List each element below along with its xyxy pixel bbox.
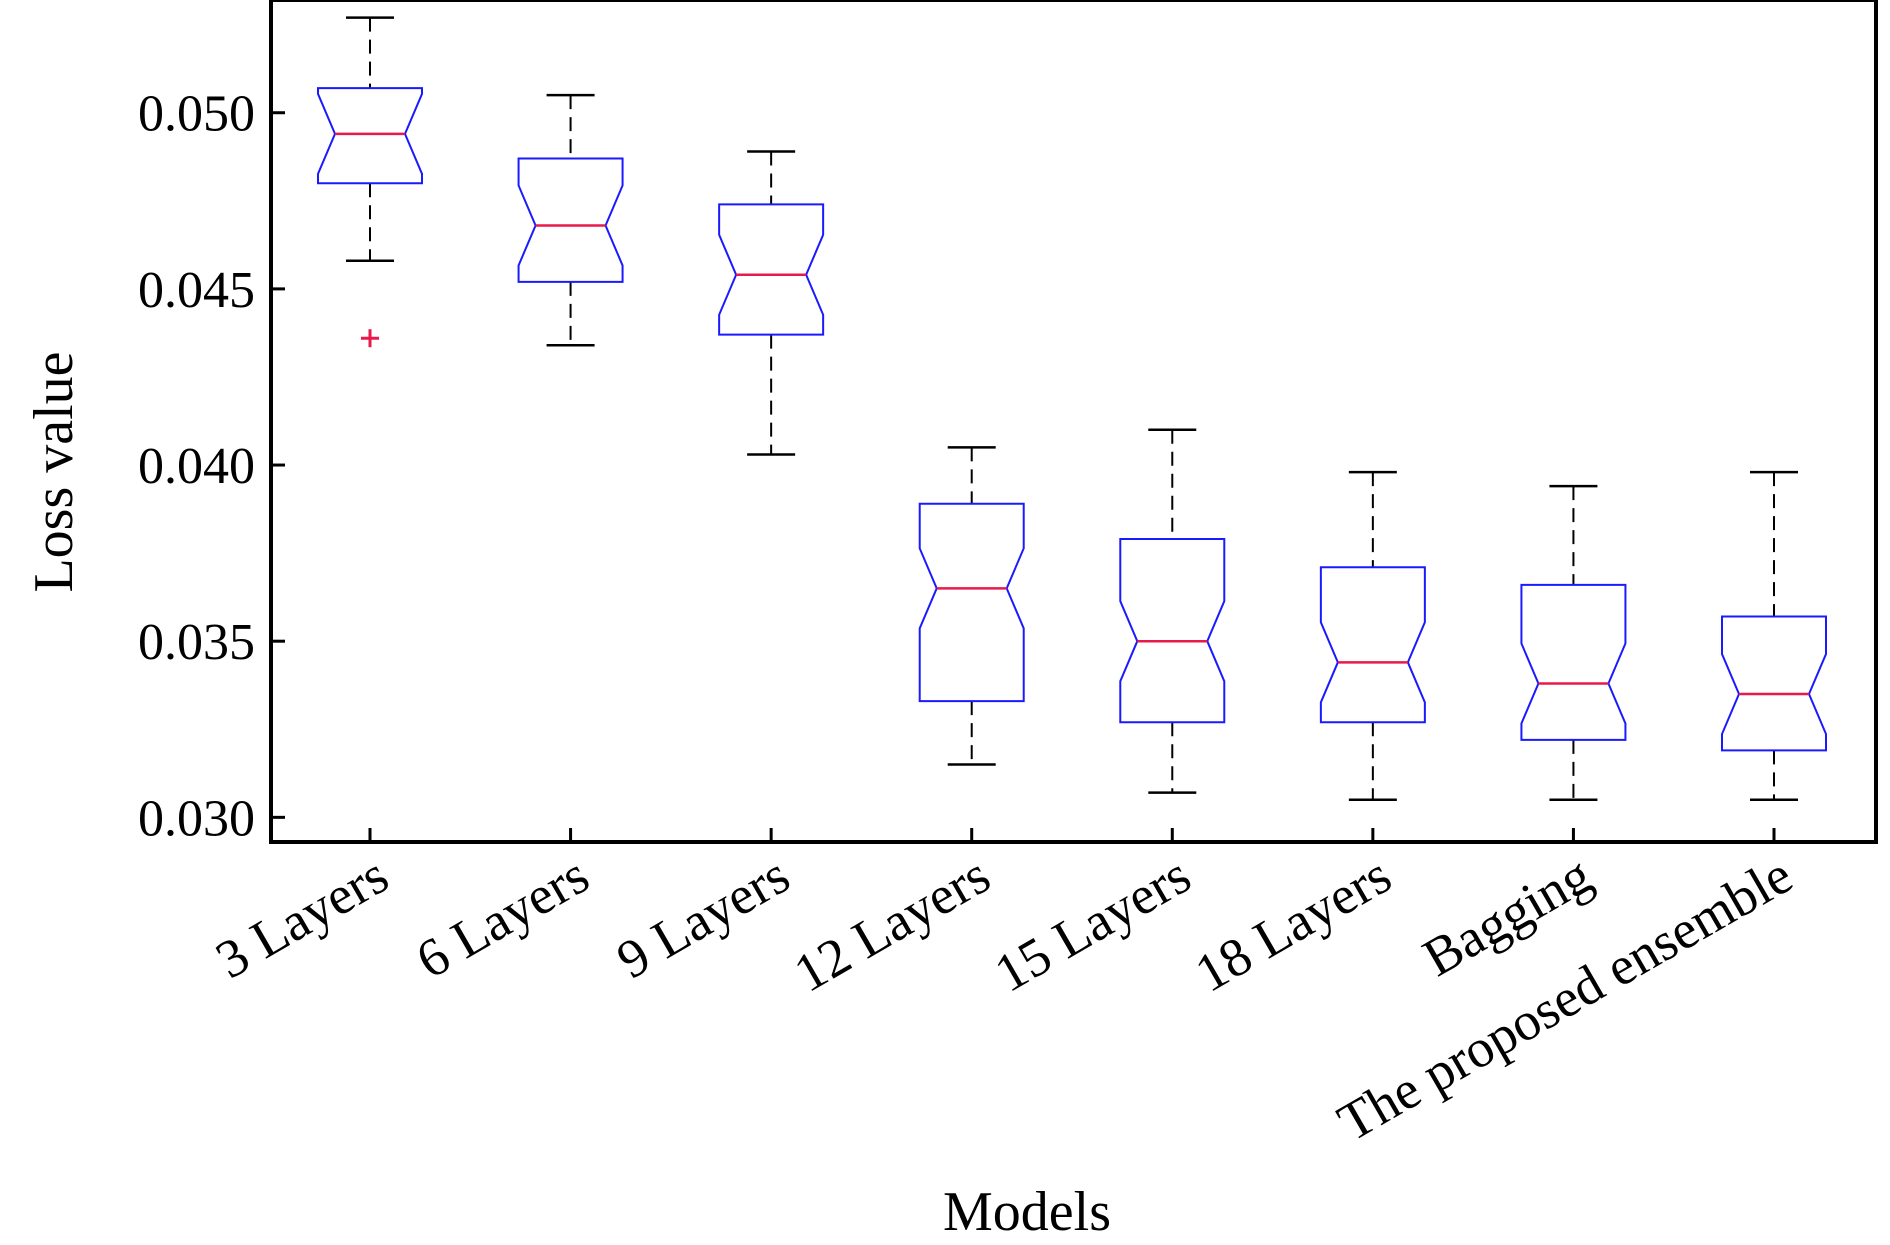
box-group [1721,470,1827,801]
notched-box [317,87,423,185]
x-tick-label: 3 Layers [206,844,398,990]
notched-box [1721,615,1827,752]
box-group [1520,484,1627,801]
x-tick-label: 18 Layers [1185,844,1401,1003]
plot-frame [269,0,1878,844]
x-tick-label: 9 Layers [607,844,799,990]
y-tick-label: 0.045 [138,262,255,319]
notched-box [1319,566,1426,724]
y-tick-label: 0.035 [138,614,255,671]
y-tick-label: 0.050 [138,86,255,143]
notched-box [718,203,825,336]
y-tick-label: 0.030 [138,790,255,847]
x-axis-title: Models [943,1181,1111,1243]
box-group [1119,428,1226,794]
y-axis: 0.030 0.035 0.040 0.045 0.050 [138,86,285,847]
x-tick-label: 6 Layers [406,844,598,990]
box-group [317,16,423,348]
y-tick-label: 0.040 [138,438,255,495]
box-group [718,150,825,456]
x-tick-label: 15 Layers [985,844,1201,1003]
notched-box [1520,583,1627,741]
notched-box [517,157,624,283]
box-group [918,446,1025,766]
box-group [517,93,624,347]
box-group [1319,470,1426,801]
plot-marks [317,16,1827,801]
x-tick-label: 12 Layers [784,844,1000,1003]
notched-box [918,502,1025,703]
y-axis-title: Loss value [23,351,85,592]
notched-box [1119,538,1226,724]
